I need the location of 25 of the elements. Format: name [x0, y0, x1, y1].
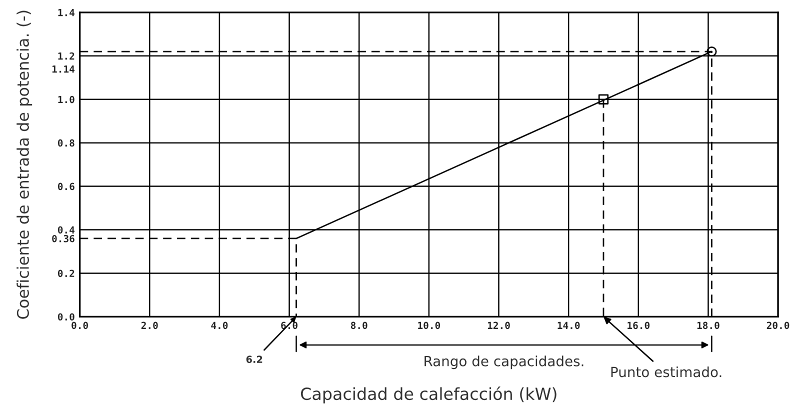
y-tick-label: 0.8	[58, 139, 74, 147]
x-tick-label: 4.0	[211, 322, 228, 330]
y-tick-label: 1.14	[52, 66, 75, 73]
x-tick-label: 14.0	[558, 322, 580, 330]
x-tick-label: 12.0	[488, 322, 510, 330]
x-tick-label: 16.0	[628, 322, 650, 330]
x-tick-label: 18.0	[697, 322, 720, 330]
y-tick-label: 1.4	[58, 9, 75, 16]
y-tick-label: 0.6	[58, 182, 74, 190]
x-tick-label: 20.0	[766, 322, 790, 330]
text: Rango de capacidades.	[424, 356, 584, 370]
y-tick-label: 0.2	[58, 270, 74, 278]
y-tick-label: 0.4	[58, 226, 75, 234]
x-tick-label: 10.0	[418, 322, 440, 330]
y-tick-label: 0.36	[52, 234, 74, 242]
x-tick-label: 2.0	[141, 322, 158, 330]
y-tick-label: 0.0	[58, 313, 74, 321]
annotation: Punto estimado.	[611, 366, 722, 378]
x-axis-title: Capacidad de calefacción (kW)	[300, 386, 556, 404]
x-tick-label: 0.0	[72, 322, 88, 330]
x-tick-label: 8.0	[350, 322, 368, 330]
y-tick-label: 1.0	[58, 96, 74, 104]
y-axis-title: Coeficiente de entrada de potencia. (-)	[16, 10, 32, 319]
annotation: 6.2	[246, 356, 262, 363]
y-tick-label: 1.2	[58, 52, 74, 60]
